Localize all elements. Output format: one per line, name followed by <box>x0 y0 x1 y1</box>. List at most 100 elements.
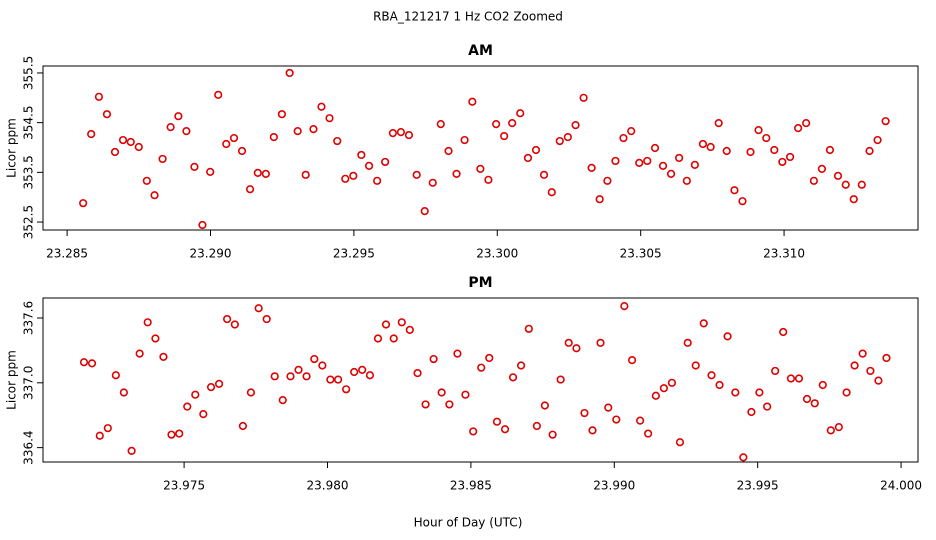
point <box>397 318 406 327</box>
point <box>270 372 279 381</box>
point <box>254 304 263 313</box>
point <box>199 410 208 419</box>
point <box>850 361 859 370</box>
point <box>428 178 437 187</box>
point <box>627 356 637 365</box>
point <box>191 390 200 399</box>
plot-frame <box>42 65 919 231</box>
point <box>223 314 232 324</box>
point <box>604 403 613 412</box>
point <box>723 332 732 341</box>
point <box>469 427 478 436</box>
point <box>230 320 239 329</box>
point <box>143 318 152 327</box>
point <box>841 180 850 189</box>
point <box>564 338 573 347</box>
point <box>349 171 358 180</box>
point <box>778 157 787 167</box>
point <box>79 358 89 367</box>
point <box>699 319 708 328</box>
point <box>87 359 97 368</box>
point <box>540 401 549 410</box>
point <box>460 135 469 145</box>
point <box>214 379 224 388</box>
point <box>381 157 390 167</box>
x-tick-label: 23.980 <box>306 479 348 493</box>
point <box>309 125 318 134</box>
point <box>556 375 565 384</box>
point <box>779 327 788 337</box>
point <box>865 146 874 156</box>
point <box>595 195 604 204</box>
y-axis-label: Licor ppm <box>5 118 19 178</box>
point <box>262 314 271 324</box>
point <box>492 120 501 129</box>
point <box>326 375 335 384</box>
point <box>151 334 160 343</box>
point <box>477 363 486 372</box>
point <box>508 373 518 382</box>
point <box>833 171 843 180</box>
point <box>246 388 256 397</box>
plot-frame <box>42 297 919 463</box>
point <box>707 371 716 380</box>
point <box>429 354 438 364</box>
point <box>809 176 818 185</box>
point <box>500 131 509 141</box>
point <box>555 136 564 146</box>
point <box>659 384 669 393</box>
point <box>771 366 780 376</box>
point <box>794 124 803 133</box>
point <box>627 127 636 136</box>
point <box>334 375 343 384</box>
point <box>166 123 175 132</box>
point <box>342 385 351 394</box>
point <box>650 143 660 153</box>
point <box>572 344 581 353</box>
point <box>523 153 533 163</box>
point <box>746 147 755 157</box>
point <box>119 388 128 397</box>
point <box>524 324 533 333</box>
point <box>730 186 739 195</box>
point <box>389 334 398 343</box>
point <box>95 431 104 440</box>
point <box>658 161 668 170</box>
point <box>755 388 764 397</box>
point <box>286 372 295 381</box>
point <box>810 399 819 408</box>
point <box>127 446 136 455</box>
point <box>79 199 88 208</box>
point <box>611 156 620 166</box>
point <box>539 170 549 179</box>
point <box>516 361 526 370</box>
point <box>302 372 311 381</box>
point <box>277 110 286 119</box>
point <box>873 135 882 145</box>
point <box>364 161 374 170</box>
point <box>301 170 310 179</box>
point <box>667 378 677 387</box>
point <box>858 349 867 358</box>
point <box>666 169 676 178</box>
point <box>635 416 645 425</box>
point <box>190 162 199 171</box>
point <box>825 145 835 155</box>
point <box>285 68 294 78</box>
y-tick-label: 352.5 <box>21 205 35 239</box>
point <box>269 132 278 142</box>
point <box>802 394 812 404</box>
point <box>619 133 628 143</box>
point <box>492 417 502 426</box>
point <box>881 117 890 126</box>
point <box>500 425 510 434</box>
point <box>874 376 883 385</box>
point <box>102 110 112 119</box>
point <box>786 374 796 383</box>
point <box>531 145 541 155</box>
point <box>381 320 391 329</box>
point <box>690 160 699 169</box>
point <box>691 361 700 370</box>
point <box>770 145 779 155</box>
point <box>405 325 414 334</box>
